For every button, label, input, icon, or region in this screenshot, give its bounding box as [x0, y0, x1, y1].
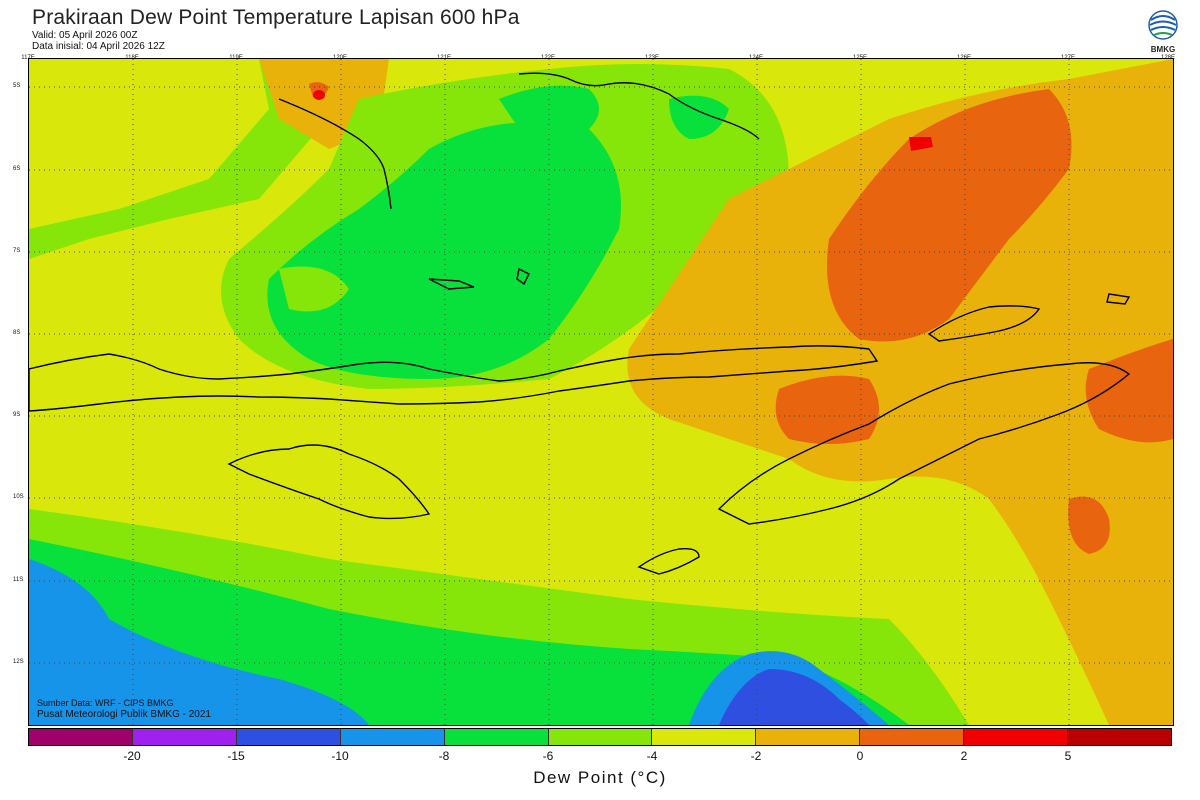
- colorbar-tick: 5: [1064, 749, 1072, 763]
- colorbar-tick: -20: [123, 749, 141, 763]
- colorbar-segment: [132, 729, 237, 745]
- dewpoint-field: [29, 59, 1173, 725]
- data-source: Sumber Data: WRF - CIPS BMKG: [37, 698, 174, 708]
- zone-lightblue-sw: [29, 559, 369, 725]
- colorbar-segment: [860, 729, 965, 745]
- zone-orange-east: [627, 59, 1173, 725]
- colorbar-tick: 0: [856, 749, 864, 763]
- sulawesi-coast: [278, 98, 392, 210]
- bmkg-emblem-icon: [1148, 10, 1178, 40]
- zone-lightgreen-inner: [279, 266, 349, 312]
- small-island-3: [1106, 293, 1131, 305]
- map-title: Prakiraan Dew Point Temperature Lapisan …: [32, 6, 520, 29]
- lat-label: 12S: [13, 659, 24, 665]
- coastlines: [29, 72, 1131, 575]
- rote-island: [637, 547, 700, 575]
- flores-sea-coast: [518, 72, 760, 140]
- colorbar-tick: -6: [542, 749, 554, 763]
- colorbar-tick: -8: [438, 749, 450, 763]
- colorbar-tick: -4: [646, 749, 658, 763]
- valid-time: Valid: 05 April 2026 00Z: [32, 30, 138, 41]
- zone-red-n: [313, 90, 325, 100]
- zone-green-central: [267, 122, 621, 380]
- colorbar-segment: [236, 729, 341, 745]
- map-header: Prakiraan Dew Point Temperature Lapisan …: [32, 6, 520, 52]
- init-time: Data inisial: 04 April 2026 12Z: [32, 41, 165, 52]
- zone-darkorange-south: [1068, 496, 1110, 554]
- colorbar-segment: [1068, 729, 1171, 745]
- lat-label: 9S: [13, 412, 21, 418]
- colorbar-segment: [756, 729, 861, 745]
- credits: Sumber Data: WRF - CIPS BMKG Pusat Meteo…: [37, 697, 211, 721]
- bmkg-logo: BMKG: [1146, 10, 1180, 54]
- colorbar-segment: [29, 729, 133, 745]
- colorbar-segment: [964, 729, 1069, 745]
- zone-yellow-nw: [29, 59, 269, 229]
- colorbar-tick: -10: [331, 749, 349, 763]
- wetar-island: [927, 305, 1041, 342]
- zone-darkorange-timor: [775, 375, 879, 444]
- timor-island: [717, 362, 1131, 525]
- lat-label: 8S: [13, 330, 21, 336]
- colorbar: [28, 728, 1172, 746]
- zone-blue-s: [719, 669, 869, 725]
- lat-label: 7S: [13, 248, 21, 254]
- lat-label: 11S: [13, 577, 24, 583]
- colorbar-tick: -2: [750, 749, 762, 763]
- small-island-2: [516, 267, 530, 286]
- organization: Pusat Meteorologi Publik BMKG - 2021: [37, 709, 211, 720]
- zone-red-east: [909, 137, 933, 151]
- logo-text: BMKG: [1150, 45, 1176, 54]
- colorbar-segment: [444, 729, 549, 745]
- colorbar-tick: -15: [227, 749, 245, 763]
- colorbar-segment: [340, 729, 445, 745]
- dewpoint-map[interactable]: [28, 58, 1174, 726]
- lat-label: 10S: [13, 494, 24, 500]
- colorbar-tick: 2: [960, 749, 968, 763]
- graticule: [29, 59, 1173, 725]
- nusa-tenggara-chain: [29, 345, 879, 412]
- lat-label: 5S: [13, 83, 21, 89]
- colorbar-segment: [548, 729, 653, 745]
- lat-label: 6S: [13, 166, 21, 172]
- small-island-1: [428, 278, 475, 290]
- zone-green-ne: [669, 95, 729, 139]
- sumba-island: [227, 444, 431, 520]
- zone-darkorange-east: [827, 89, 1072, 342]
- colorbar-label: Dew Point (°C): [533, 768, 667, 787]
- colorbar-segment: [652, 729, 757, 745]
